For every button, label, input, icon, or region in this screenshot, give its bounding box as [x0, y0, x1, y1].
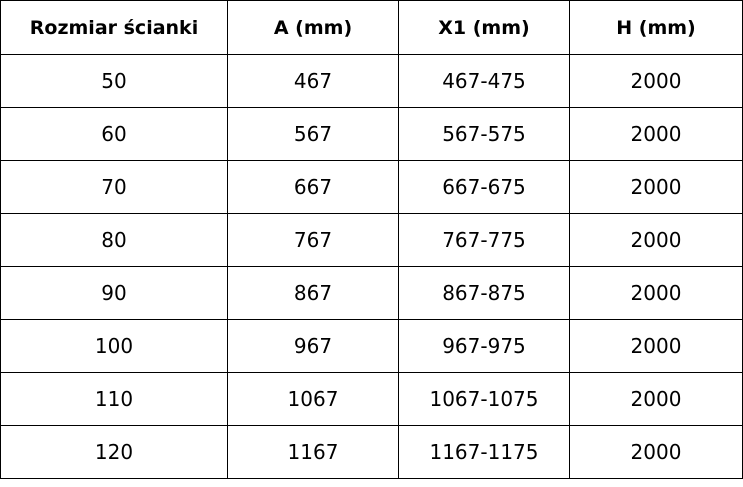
- table-row: 50 467 467-475 2000: [0, 54, 743, 108]
- cell-wall-size: 120: [0, 425, 228, 479]
- cell-x1: 767-775: [398, 213, 570, 267]
- cell-x1: 1067-1075: [398, 372, 570, 426]
- cell-wall-size: 80: [0, 213, 228, 267]
- cell-a: 967: [227, 319, 399, 373]
- cell-wall-size: 90: [0, 266, 228, 320]
- header-wall-size: Rozmiar ścianki: [0, 0, 228, 55]
- cell-h: 2000: [569, 319, 743, 373]
- cell-x1: 967-975: [398, 319, 570, 373]
- header-a: A (mm): [227, 0, 399, 55]
- cell-h: 2000: [569, 372, 743, 426]
- cell-h: 2000: [569, 266, 743, 320]
- table-row: 90 867 867-875 2000: [0, 266, 743, 320]
- cell-h: 2000: [569, 425, 743, 479]
- cell-a: 1067: [227, 372, 399, 426]
- table-row: 60 567 567-575 2000: [0, 107, 743, 161]
- header-h: H (mm): [569, 0, 743, 55]
- cell-wall-size: 110: [0, 372, 228, 426]
- header-row: Rozmiar ścianki A (mm) X1 (mm) H (mm): [0, 0, 743, 55]
- cell-wall-size: 50: [0, 54, 228, 108]
- cell-h: 2000: [569, 54, 743, 108]
- cell-wall-size: 100: [0, 319, 228, 373]
- cell-a: 1167: [227, 425, 399, 479]
- cell-a: 667: [227, 160, 399, 214]
- cell-wall-size: 70: [0, 160, 228, 214]
- cell-x1: 867-875: [398, 266, 570, 320]
- cell-x1: 1167-1175: [398, 425, 570, 479]
- cell-a: 767: [227, 213, 399, 267]
- cell-h: 2000: [569, 107, 743, 161]
- cell-a: 467: [227, 54, 399, 108]
- table-row: 80 767 767-775 2000: [0, 213, 743, 267]
- cell-a: 867: [227, 266, 399, 320]
- table-row: 110 1067 1067-1075 2000: [0, 372, 743, 426]
- header-x1: X1 (mm): [398, 0, 570, 55]
- cell-wall-size: 60: [0, 107, 228, 161]
- cell-h: 2000: [569, 213, 743, 267]
- cell-a: 567: [227, 107, 399, 161]
- table-row: 70 667 667-675 2000: [0, 160, 743, 214]
- table-row: 100 967 967-975 2000: [0, 319, 743, 373]
- cell-h: 2000: [569, 160, 743, 214]
- table-row: 120 1167 1167-1175 2000: [0, 425, 743, 479]
- cell-x1: 567-575: [398, 107, 570, 161]
- cell-x1: 667-675: [398, 160, 570, 214]
- cell-x1: 467-475: [398, 54, 570, 108]
